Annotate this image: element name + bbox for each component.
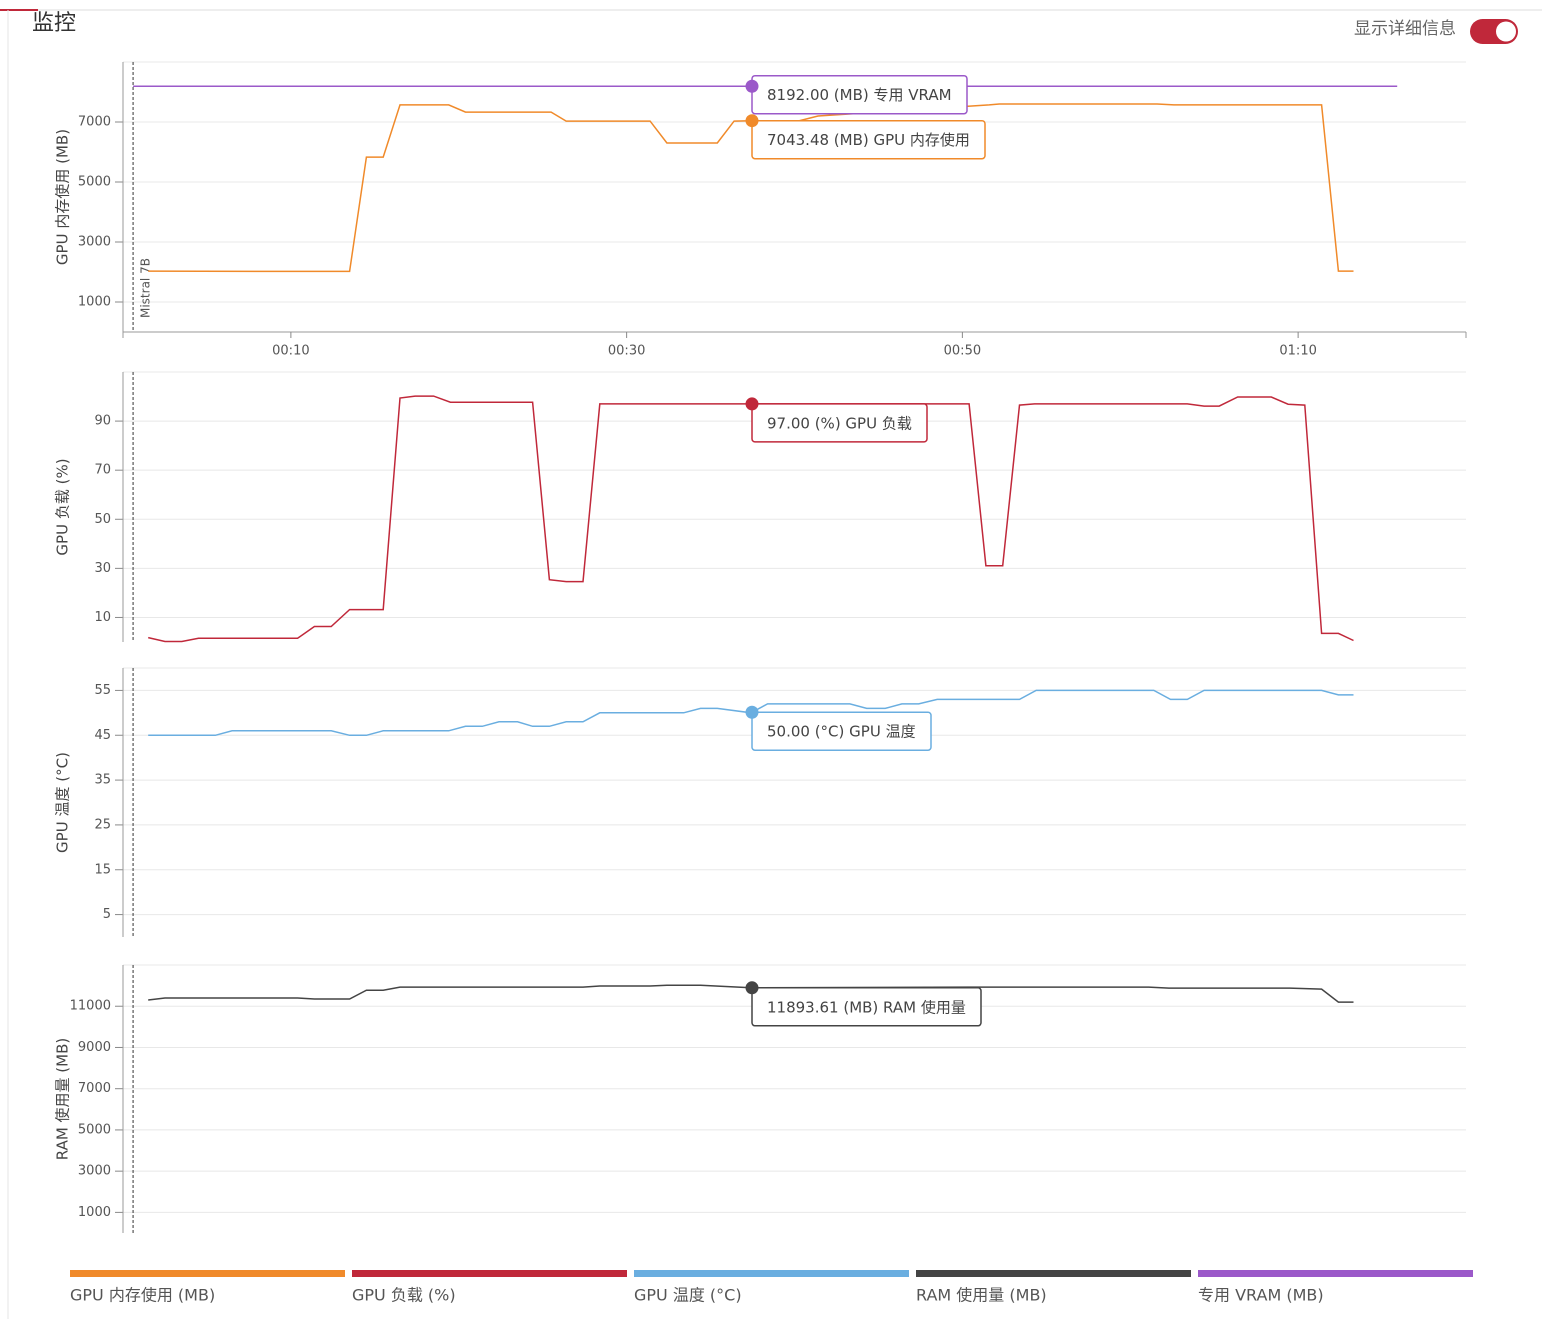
y-tick-label: 5000 [78, 175, 111, 190]
toggle-label: 显示详细信息 [1354, 19, 1456, 39]
y-tick-label: 1000 [78, 295, 111, 310]
legend-swatch[interactable] [70, 1270, 345, 1277]
legend-swatch[interactable] [634, 1270, 909, 1277]
y-tick-label: 30 [94, 561, 111, 576]
y-tick-label: 11000 [70, 999, 111, 1014]
legend-swatch[interactable] [1198, 1270, 1473, 1277]
y-axis-label: GPU 温度 (°C) [54, 752, 72, 853]
tooltip-dot [745, 114, 759, 128]
y-tick-label: 3000 [78, 1164, 111, 1179]
y-tick-label: 45 [94, 728, 111, 743]
tooltip-dot [745, 705, 759, 719]
y-tick-label: 5 [103, 907, 111, 922]
tooltip-text: 8192.00 (MB) 专用 VRAM [767, 86, 952, 104]
annotation-label: Mistral 7B [139, 258, 153, 318]
tooltip-box [751, 403, 928, 443]
tooltip-dot [745, 79, 759, 93]
series-line [148, 395, 1354, 643]
tooltip-text: 11893.61 (MB) RAM 使用量 [767, 998, 966, 1016]
y-tick-label: 55 [94, 683, 111, 698]
y-tick-label: 50 [94, 512, 111, 527]
page-title: 监控 [32, 11, 76, 36]
legend-label[interactable]: GPU 温度 (°C) [634, 1286, 742, 1305]
toggle[interactable] [1470, 19, 1518, 44]
y-tick-label: 9000 [78, 1040, 111, 1055]
y-axis-label: GPU 负载 (%) [54, 458, 72, 555]
y-tick-label: 3000 [78, 235, 111, 250]
y-tick-label: 70 [94, 463, 111, 478]
y-tick-label: 10 [94, 610, 111, 625]
series-line [148, 984, 1354, 1003]
tooltip-box [751, 987, 982, 1027]
tooltip-box [751, 711, 932, 751]
x-tick-label: 00:50 [944, 344, 981, 359]
tooltip-dot [745, 981, 759, 995]
tooltip-box [751, 74, 968, 115]
tooltip-text: 7043.48 (MB) GPU 内存使用 [767, 131, 970, 149]
legend-swatch[interactable] [352, 1270, 627, 1277]
x-tick-label: 00:10 [272, 344, 309, 359]
y-tick-label: 25 [94, 817, 111, 832]
y-tick-label: 35 [94, 773, 111, 788]
legend-swatch[interactable] [916, 1270, 1191, 1277]
y-tick-label: 1000 [78, 1205, 111, 1220]
toggle-knob[interactable] [1496, 21, 1516, 42]
y-axis-label: RAM 使用量 (MB) [54, 1038, 72, 1161]
tooltip-text: 50.00 (°C) GPU 温度 [767, 723, 916, 741]
y-tick-label: 15 [94, 862, 111, 877]
series-line [148, 689, 1354, 737]
y-tick-label: 7000 [78, 115, 111, 130]
y-axis-label: GPU 内存使用 (MB) [54, 129, 72, 265]
y-tick-label: 7000 [78, 1081, 111, 1096]
tooltip-text: 97.00 (%) GPU 负载 [767, 414, 912, 432]
y-tick-label: 90 [94, 414, 111, 429]
legend-label[interactable]: 专用 VRAM (MB) [1198, 1286, 1324, 1305]
x-tick-label: 00:30 [608, 344, 645, 359]
legend-label[interactable]: GPU 内存使用 (MB) [70, 1286, 215, 1305]
series-line [148, 103, 1354, 273]
legend-label[interactable]: RAM 使用量 (MB) [916, 1286, 1047, 1305]
y-tick-label: 5000 [78, 1122, 111, 1137]
x-tick-label: 01:10 [1279, 344, 1316, 359]
legend-label[interactable]: GPU 负载 (%) [352, 1286, 456, 1305]
tooltip-dot [745, 397, 759, 411]
tooltip-box [751, 119, 986, 160]
